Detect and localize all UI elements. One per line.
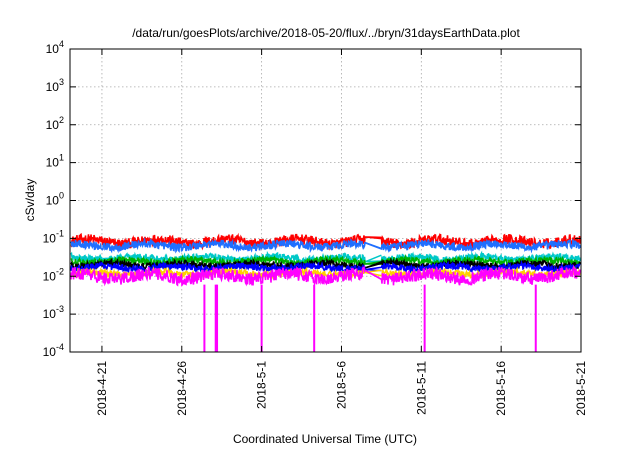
y-tick-label: 103	[46, 77, 64, 94]
x-tick-label: 2018-5-16	[494, 361, 508, 416]
y-tick-label: 10-1	[43, 228, 64, 245]
x-tick-label: 2018-5-21	[574, 361, 588, 416]
y-tick-label-exponent: -1	[56, 228, 64, 238]
chart-title: /data/run/goesPlots/archive/2018-05-20/f…	[132, 26, 520, 40]
x-tick-label: 2018-4-21	[95, 361, 109, 416]
y-tick-label-exponent: -3	[56, 304, 64, 314]
x-tick-label: 2018-4-26	[175, 361, 189, 416]
y-tick-label: 10-2	[43, 266, 64, 283]
x-tick-label: 2018-5-6	[334, 361, 348, 409]
grid	[70, 49, 581, 352]
x-axis-label: Coordinated Universal Time (UTC)	[233, 432, 417, 446]
series-gap-connector	[365, 243, 381, 249]
y-tick-label-exponent: -2	[56, 266, 64, 276]
y-tick-label-exponent: 4	[59, 39, 64, 49]
y-tick-label: 102	[46, 115, 64, 132]
y-tick-label: 10-4	[43, 342, 64, 359]
x-tick-label: 2018-5-1	[255, 361, 269, 409]
axes: 10-410-310-210-11001011021031042018-4-21…	[43, 39, 588, 416]
y-tick-label: 104	[46, 39, 64, 56]
y-tick-label: 100	[46, 191, 64, 208]
y-tick-label: 10-3	[43, 304, 64, 321]
y-tick-label-exponent: 1	[59, 153, 64, 163]
y-tick-label-exponent: 2	[59, 115, 64, 125]
x-tick-label: 2018-5-11	[414, 361, 428, 415]
y-tick-label-exponent: 3	[59, 77, 64, 87]
y-tick-label: 101	[46, 153, 64, 170]
y-tick-label-exponent: -4	[56, 342, 64, 352]
y-axis-label: cSv/day	[23, 179, 37, 222]
series-group	[71, 234, 580, 352]
y-tick-label-exponent: 0	[59, 191, 64, 201]
